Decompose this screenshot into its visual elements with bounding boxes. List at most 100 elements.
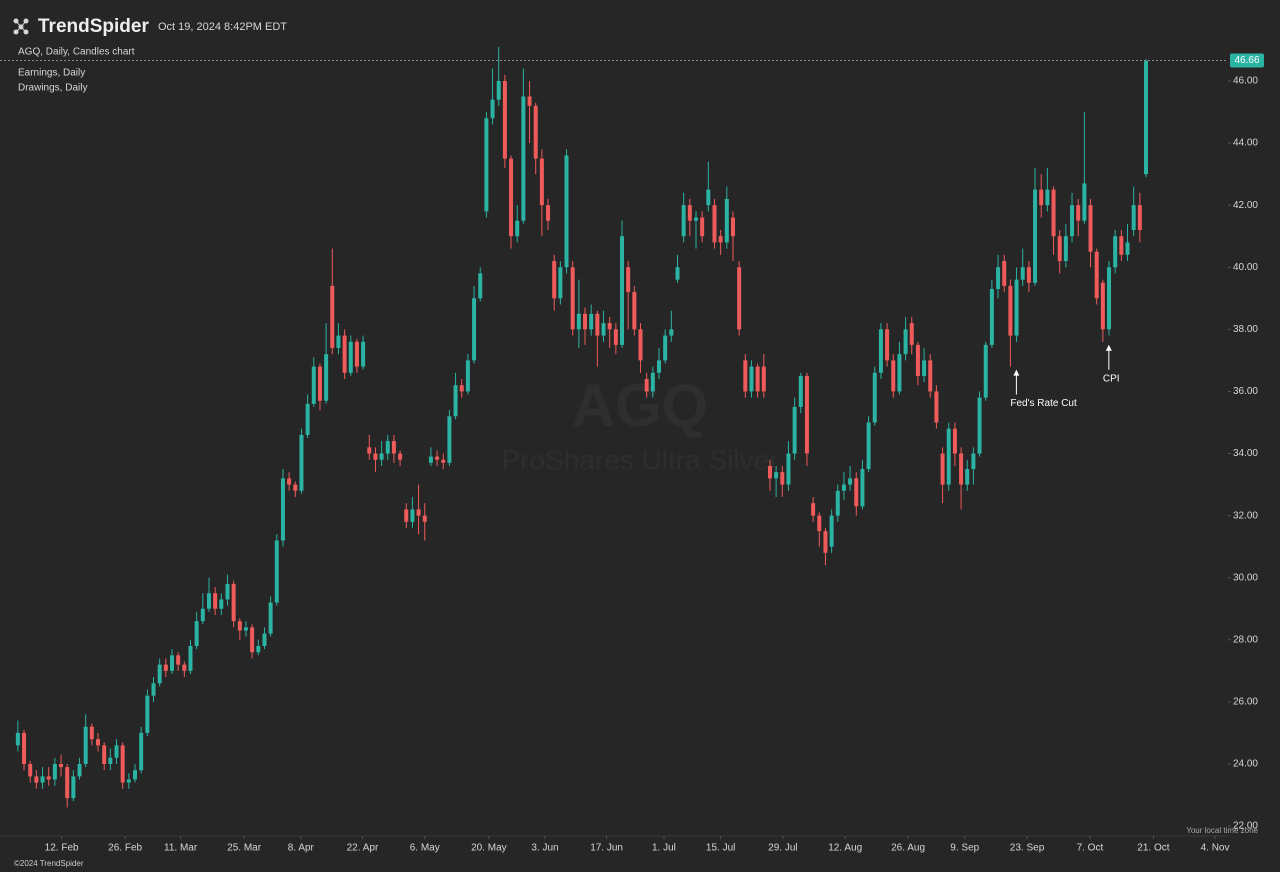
x-tick-label: 15. Jul bbox=[706, 843, 735, 854]
x-tick-label: 23. Sep bbox=[1010, 843, 1045, 854]
candle-body bbox=[305, 403, 310, 435]
candle-body bbox=[1113, 236, 1118, 268]
candle-body bbox=[213, 593, 218, 609]
logo-icon bbox=[13, 18, 29, 35]
candle-body bbox=[589, 313, 594, 330]
x-tick-label: 26. Aug bbox=[891, 843, 925, 854]
candle-body bbox=[1131, 205, 1136, 230]
candle-body bbox=[730, 217, 735, 237]
candle-body bbox=[404, 509, 409, 522]
x-tick-label: 22. Apr bbox=[347, 843, 379, 854]
watermark-name: ProShares Ultra Silver bbox=[502, 444, 779, 475]
candle-body bbox=[724, 198, 729, 243]
candle-body bbox=[693, 217, 698, 221]
candle-body bbox=[774, 472, 779, 479]
candle-body bbox=[22, 732, 27, 764]
candle-body bbox=[336, 335, 341, 348]
candle-body bbox=[743, 360, 748, 392]
candle-body bbox=[971, 453, 976, 470]
candle-body bbox=[885, 329, 890, 361]
candle-body bbox=[83, 726, 88, 764]
candle-body bbox=[539, 158, 544, 206]
candle-body bbox=[293, 484, 298, 491]
x-tick-label: 29. Jul bbox=[768, 843, 797, 854]
candle-body bbox=[792, 406, 797, 454]
candle-body bbox=[157, 664, 162, 684]
candle-body bbox=[311, 366, 316, 404]
candle-body bbox=[1057, 236, 1062, 262]
candle-body bbox=[965, 469, 970, 485]
candle-body bbox=[46, 776, 51, 780]
candle-body bbox=[194, 621, 199, 647]
candle-body bbox=[1002, 261, 1007, 286]
candle-body bbox=[120, 745, 125, 783]
y-tick-label: 42.00 bbox=[1233, 200, 1258, 211]
candle-body bbox=[515, 220, 520, 237]
brand: TrendSpider bbox=[38, 16, 149, 37]
candle-body bbox=[1137, 205, 1142, 230]
x-tick-label: 4. Nov bbox=[1201, 843, 1230, 854]
candle-body bbox=[151, 683, 156, 696]
annotation-arrowhead bbox=[1105, 344, 1112, 351]
candle-body bbox=[737, 267, 742, 330]
candle-body bbox=[52, 763, 57, 780]
candle-body bbox=[108, 757, 113, 764]
candle-body bbox=[237, 621, 242, 631]
candle-body bbox=[607, 323, 612, 330]
candle-body bbox=[379, 453, 384, 460]
candle-body bbox=[576, 313, 581, 330]
candle-body bbox=[922, 360, 927, 376]
x-tick-label: 7. Oct bbox=[1077, 843, 1104, 854]
candle-body bbox=[983, 344, 988, 398]
candle-body bbox=[231, 583, 236, 622]
x-tick-label: 21. Oct bbox=[1137, 843, 1169, 854]
candle-body bbox=[903, 329, 908, 355]
candle-body bbox=[200, 608, 205, 622]
x-tick-label: 6. May bbox=[410, 843, 440, 854]
candle-body bbox=[959, 453, 964, 485]
candle-body bbox=[1088, 205, 1093, 252]
candle-body bbox=[1094, 251, 1099, 299]
candle-body bbox=[280, 478, 285, 541]
candle-body bbox=[940, 453, 945, 485]
candle-body bbox=[206, 593, 211, 609]
y-tick-label: 32.00 bbox=[1233, 510, 1258, 521]
candle-body bbox=[459, 385, 464, 392]
candle-body bbox=[496, 80, 501, 100]
y-tick-label: 46.00 bbox=[1233, 76, 1258, 87]
candle-body bbox=[669, 329, 674, 336]
candle-body bbox=[182, 664, 187, 671]
candle-body bbox=[373, 453, 378, 460]
candle-body bbox=[250, 627, 255, 653]
candle-body bbox=[428, 456, 433, 463]
candle-body bbox=[996, 267, 1001, 289]
candle-body bbox=[59, 763, 64, 768]
y-tick-label: 22.00 bbox=[1233, 821, 1258, 832]
candle-body bbox=[169, 655, 174, 671]
candle-body bbox=[620, 236, 625, 345]
candle-body bbox=[866, 422, 871, 470]
candle-body bbox=[1008, 285, 1013, 336]
last-price-label: 46.66 bbox=[1234, 55, 1259, 66]
candle-body bbox=[447, 416, 452, 463]
candle-body bbox=[841, 484, 846, 491]
candle-body bbox=[872, 372, 877, 423]
candle-body bbox=[718, 236, 723, 243]
candle-body bbox=[1039, 189, 1044, 206]
candle-body bbox=[657, 360, 662, 373]
x-tick-label: 12. Aug bbox=[828, 843, 862, 854]
candle-body bbox=[176, 655, 181, 665]
candle-body bbox=[145, 695, 150, 733]
y-tick-label: 38.00 bbox=[1233, 324, 1258, 335]
candle-body bbox=[546, 205, 551, 221]
candle-body bbox=[989, 288, 994, 345]
candle-body bbox=[163, 664, 168, 671]
candle-body bbox=[650, 372, 655, 392]
candle-body bbox=[77, 763, 82, 777]
candle-body bbox=[817, 515, 822, 532]
candle-body bbox=[613, 329, 618, 345]
x-tick-label: 12. Feb bbox=[45, 843, 79, 854]
candle-body bbox=[126, 779, 131, 783]
candle-body bbox=[324, 354, 329, 401]
